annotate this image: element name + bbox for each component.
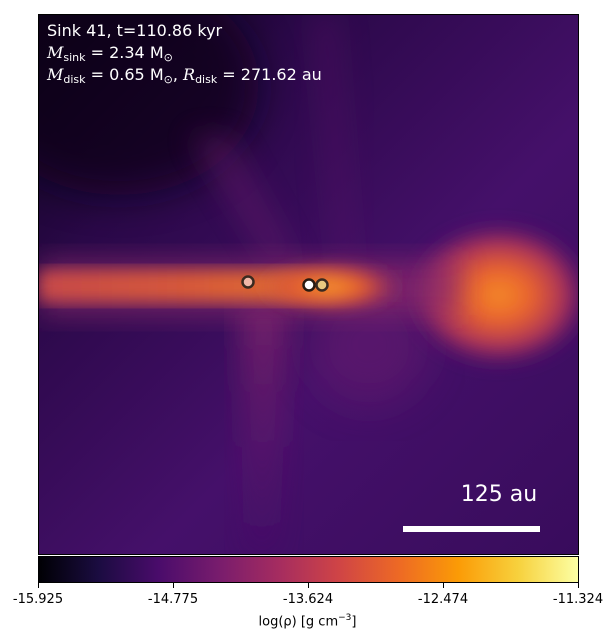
colorbar-tick-label: -11.324 [552,592,604,607]
msink-sub: sink [63,51,86,64]
colorbar-tick-label: -14.775 [147,592,199,607]
msink-symbol: M [47,43,64,62]
colorbar-tick-label: -15.925 [12,592,64,607]
sink-left [241,275,255,289]
msink-value: = 2.34 M [85,43,164,62]
sun-icon: ⊙ [163,51,173,64]
colorbar-tick [578,583,579,588]
colorbar-tick-label: -13.624 [282,592,334,607]
sink-right [315,278,329,292]
info-disk: Mdisk = 0.65 M⊙, Rdisk = 271.62 au [47,66,322,89]
colorbar [38,556,579,583]
rdisk-symbol: R [183,65,196,84]
sink-center [302,278,316,292]
density-map [38,14,579,555]
colorbar-tick [38,583,39,588]
colorbar-tick [173,583,174,588]
colorbar-tick [443,583,444,588]
colorbar-tick-label: -12.474 [417,592,469,607]
rdisk-sub: disk [195,73,218,86]
mdisk-sub: disk [63,73,86,86]
colorbar-label: log(ρ) [g cm−3] [0,613,615,629]
rdisk-value: = 271.62 au [217,65,322,84]
density-map-canvas [39,15,578,554]
colorbar-label-main: log(ρ) [g cm [258,614,339,630]
mdisk-value: = 0.65 M [85,65,164,84]
colorbar-label-exp: −3 [338,613,352,623]
colorbar-tick [308,583,309,588]
info-sink-time: Sink 41, t=110.86 kyr [47,22,222,40]
info-sink-time-text: Sink 41, t=110.86 kyr [47,21,223,40]
mdisk-symbol: M [47,65,64,84]
sun-icon: ⊙ [163,73,173,86]
scale-bar [403,526,540,532]
colorbar-label-end: ] [351,614,357,630]
scale-bar-label: 125 au [460,482,538,507]
info-sink-mass: Msink = 2.34 M⊙ [47,44,173,67]
comma: , [172,65,184,84]
